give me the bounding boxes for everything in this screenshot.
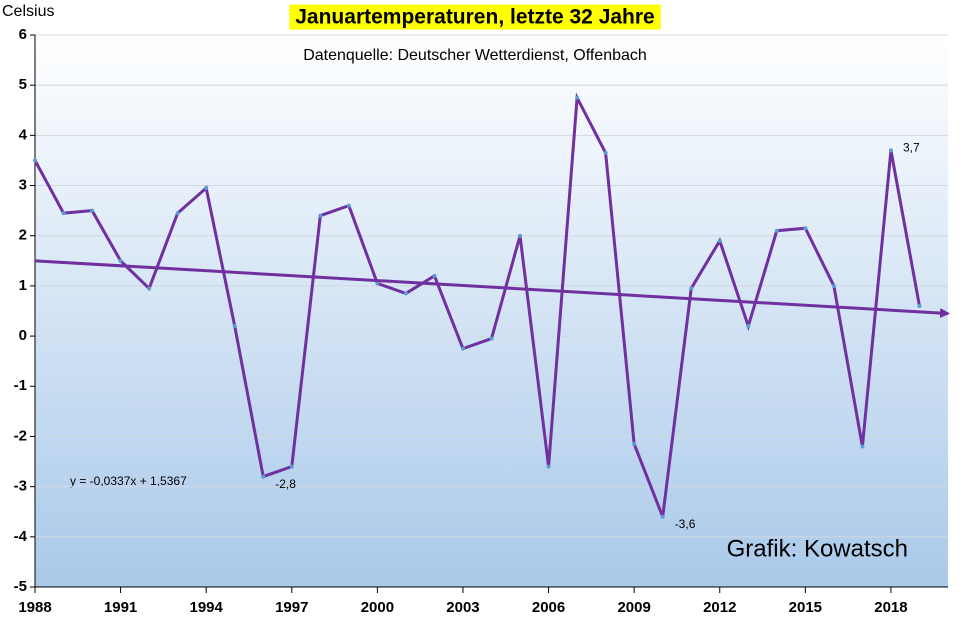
data-point xyxy=(403,291,408,296)
y-tick-label: -5 xyxy=(14,578,27,595)
y-tick-label: -1 xyxy=(14,377,27,394)
data-label: -2,8 xyxy=(275,477,296,491)
x-tick-label: 2015 xyxy=(789,599,822,616)
y-axis-label: Celsius xyxy=(2,3,54,20)
trend-line xyxy=(34,259,950,319)
data-point xyxy=(546,464,551,469)
y-tick-label: -4 xyxy=(14,528,28,545)
data-line xyxy=(33,92,921,518)
x-tick-label: 1988 xyxy=(18,599,51,616)
data-point xyxy=(261,474,266,479)
data-point xyxy=(774,228,779,233)
data-point xyxy=(888,148,893,153)
data-point xyxy=(289,464,294,469)
data-point xyxy=(917,303,922,308)
x-tick-label: 2003 xyxy=(446,599,479,616)
data-label: 3,7 xyxy=(903,141,920,155)
credit: Grafik: Kowatsch xyxy=(727,535,908,562)
y-tick-label: 1 xyxy=(19,277,27,294)
data-point xyxy=(61,211,66,216)
y-tick-label: 2 xyxy=(19,227,27,244)
data-point xyxy=(147,286,152,291)
x-tick-label: 2000 xyxy=(361,599,394,616)
plot-area xyxy=(35,35,948,587)
data-point xyxy=(346,203,351,208)
data-point xyxy=(118,258,123,263)
x-tick-label: 2006 xyxy=(532,599,565,616)
trend-equation: y = -0,0337x + 1,5367 xyxy=(70,474,187,488)
data-label: -3,6 xyxy=(675,517,696,531)
data-point xyxy=(746,324,751,329)
x-tick-label: 2012 xyxy=(703,599,736,616)
y-tick-label: -3 xyxy=(14,478,27,495)
data-point xyxy=(632,441,637,446)
chart-subtitle: Datenquelle: Deutscher Wetterdienst, Off… xyxy=(303,47,647,64)
data-point xyxy=(831,283,836,288)
y-tick-label: 6 xyxy=(19,26,27,43)
data-point xyxy=(432,273,437,278)
data-point xyxy=(660,514,665,519)
data-point xyxy=(318,213,323,218)
data-point xyxy=(90,208,95,213)
data-point xyxy=(375,281,380,286)
y-tick-label: 4 xyxy=(19,126,28,143)
y-tick-label: 0 xyxy=(19,327,27,344)
y-tick-label: 3 xyxy=(19,177,27,194)
data-point xyxy=(603,150,608,155)
data-point xyxy=(860,444,865,449)
x-tick-label: 2009 xyxy=(617,599,650,616)
data-point xyxy=(33,158,37,163)
data-point xyxy=(204,186,209,191)
x-tick-label: 1994 xyxy=(190,599,224,616)
x-tick-label: 1997 xyxy=(275,599,308,616)
title-background xyxy=(289,4,661,30)
data-point xyxy=(518,233,523,238)
x-tick-label: 2018 xyxy=(874,599,907,616)
y-tick-label: 5 xyxy=(19,76,27,93)
data-point xyxy=(232,324,237,329)
x-tick-label: 1991 xyxy=(104,599,137,616)
y-tick-label: -2 xyxy=(14,427,27,444)
data-point xyxy=(717,238,722,243)
data-point xyxy=(175,211,180,216)
data-point xyxy=(575,95,580,100)
chart-title: Januartemperaturen, letzte 32 Jahre xyxy=(295,6,654,29)
data-point xyxy=(460,346,465,351)
data-point xyxy=(689,286,694,291)
data-point xyxy=(803,226,808,231)
data-point xyxy=(489,336,494,341)
